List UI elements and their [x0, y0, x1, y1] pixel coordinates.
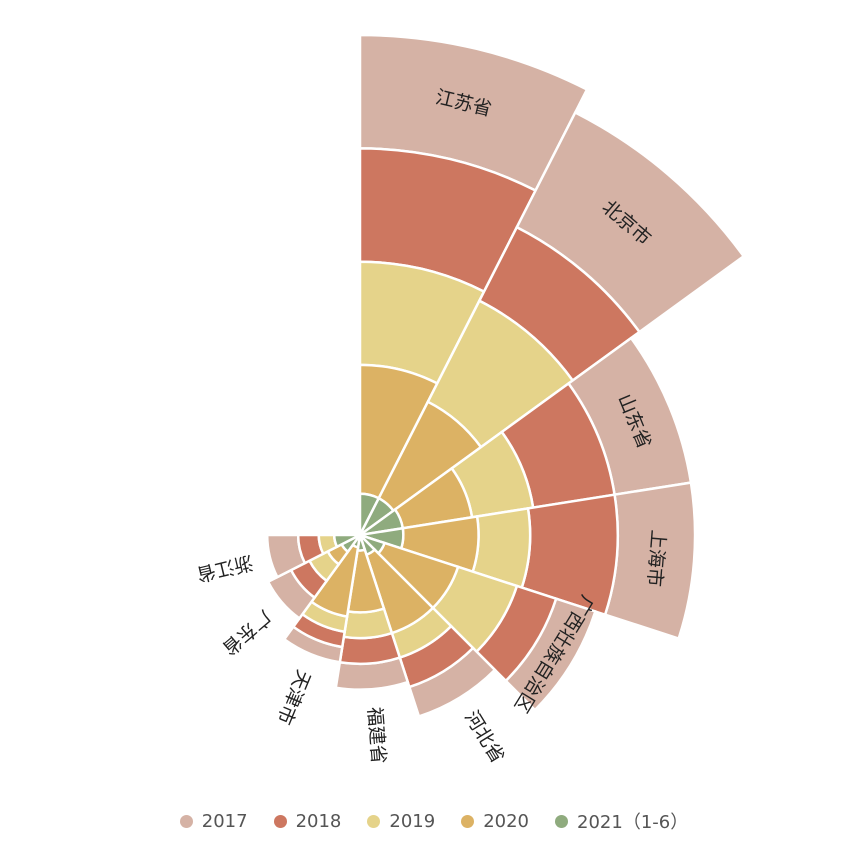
legend-marker-2020: [461, 814, 475, 828]
legend-marker-2018: [273, 814, 287, 828]
legend-item-2021[interactable]: 2021（1-6）: [555, 808, 688, 834]
legend-marker-2021: [555, 814, 569, 828]
legend-marker-2017: [179, 814, 193, 828]
legend-item-2019[interactable]: 2019: [367, 811, 435, 832]
category-label-10: 浙江省: [194, 551, 255, 586]
legend-marker-2019: [367, 814, 381, 828]
legend-item-2017[interactable]: 2017: [179, 810, 248, 832]
rose-sector-10-2021[interactable]: [332, 533, 361, 549]
legend-label-2017: 2017: [201, 810, 248, 832]
category-label-6: 河北省: [460, 707, 509, 767]
legend: 2017 2018 2019 2020 2021（1-6）: [0, 806, 868, 836]
rose-sectors: [265, 33, 746, 718]
category-label-8: 天津市: [272, 667, 314, 728]
legend-label-2019: 2019: [389, 810, 436, 832]
category-label-7: 福建省: [363, 706, 389, 765]
legend-label-2018: 2018: [295, 810, 342, 832]
category-label-4: 上海市: [643, 529, 669, 588]
legend-item-2020[interactable]: 2020: [461, 811, 529, 832]
legend-label-2021: 2021（1-6）: [577, 812, 689, 833]
legend-label-2020: 2020: [483, 810, 530, 832]
legend-item-2018[interactable]: 2018: [273, 810, 342, 832]
category-label-9: 广东省: [218, 606, 276, 660]
